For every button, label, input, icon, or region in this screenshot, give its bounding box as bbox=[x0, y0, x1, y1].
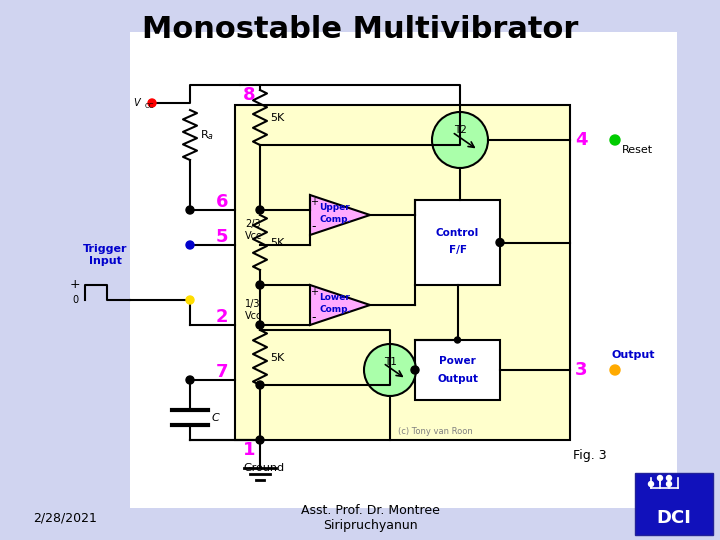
Text: Asst. Prof. Dr. Montree
Siripruchyanun: Asst. Prof. Dr. Montree Siripruchyanun bbox=[300, 504, 439, 532]
Text: 3: 3 bbox=[575, 361, 588, 379]
Bar bbox=[415, 200, 500, 285]
Text: 1: 1 bbox=[243, 441, 256, 459]
Text: 8: 8 bbox=[243, 86, 256, 104]
Circle shape bbox=[657, 476, 662, 481]
Text: Reset: Reset bbox=[622, 145, 653, 155]
Circle shape bbox=[256, 281, 264, 289]
Text: DCI: DCI bbox=[657, 509, 691, 527]
Text: T2: T2 bbox=[454, 125, 467, 135]
Text: 5K: 5K bbox=[270, 113, 284, 123]
Circle shape bbox=[186, 206, 194, 214]
Polygon shape bbox=[310, 195, 370, 235]
Text: Lower: Lower bbox=[320, 294, 351, 302]
Text: 4: 4 bbox=[575, 131, 588, 149]
Text: 6: 6 bbox=[215, 193, 228, 211]
Circle shape bbox=[496, 239, 504, 246]
Bar bbox=[235, 105, 570, 440]
Text: Comp.: Comp. bbox=[319, 306, 351, 314]
Text: Upper: Upper bbox=[320, 204, 351, 213]
Text: R$_a$: R$_a$ bbox=[200, 128, 214, 142]
Text: Trigger
Input: Trigger Input bbox=[83, 244, 127, 266]
Text: Power: Power bbox=[439, 356, 476, 366]
Text: V: V bbox=[133, 98, 140, 108]
Text: 2/3
Vcc: 2/3 Vcc bbox=[245, 219, 262, 241]
Circle shape bbox=[411, 366, 419, 374]
Circle shape bbox=[256, 436, 264, 444]
Circle shape bbox=[364, 344, 416, 396]
Circle shape bbox=[186, 296, 194, 304]
Text: C: C bbox=[212, 413, 220, 423]
Circle shape bbox=[186, 241, 194, 249]
Text: Fig. 3: Fig. 3 bbox=[573, 449, 607, 462]
Text: +: + bbox=[310, 197, 318, 207]
Circle shape bbox=[256, 206, 264, 214]
Text: Output: Output bbox=[437, 374, 478, 384]
Circle shape bbox=[256, 381, 264, 389]
Text: Monostable Multivibrator: Monostable Multivibrator bbox=[142, 16, 578, 44]
Text: CC: CC bbox=[145, 103, 155, 109]
Bar bbox=[130, 32, 677, 508]
Text: Comp.: Comp. bbox=[319, 215, 351, 225]
Text: -: - bbox=[312, 312, 316, 325]
Text: 7: 7 bbox=[215, 363, 228, 381]
Circle shape bbox=[148, 99, 156, 107]
Circle shape bbox=[186, 376, 194, 384]
Text: 5: 5 bbox=[215, 228, 228, 246]
Text: 2: 2 bbox=[215, 308, 228, 326]
Circle shape bbox=[610, 365, 620, 375]
Bar bbox=[415, 340, 500, 400]
Circle shape bbox=[256, 321, 264, 329]
Text: T1: T1 bbox=[384, 357, 397, 367]
Text: 5K: 5K bbox=[270, 353, 284, 363]
Circle shape bbox=[432, 112, 488, 168]
Text: F/F: F/F bbox=[449, 246, 467, 255]
Text: Control: Control bbox=[436, 227, 479, 238]
Text: 1/3
Vcc: 1/3 Vcc bbox=[245, 299, 262, 321]
Text: Ground: Ground bbox=[243, 463, 284, 473]
Text: -: - bbox=[312, 220, 316, 233]
Text: Output: Output bbox=[612, 350, 655, 360]
Bar bbox=[635, 473, 713, 535]
Text: 5K: 5K bbox=[270, 238, 284, 248]
Text: +: + bbox=[310, 287, 318, 297]
Circle shape bbox=[454, 337, 461, 343]
Circle shape bbox=[649, 482, 654, 487]
Circle shape bbox=[667, 476, 672, 481]
Text: +: + bbox=[70, 279, 81, 292]
Circle shape bbox=[610, 135, 620, 145]
Text: 0: 0 bbox=[72, 295, 78, 305]
Polygon shape bbox=[310, 285, 370, 325]
Circle shape bbox=[667, 482, 672, 487]
Text: (c) Tony van Roon: (c) Tony van Roon bbox=[397, 428, 472, 436]
Text: 2/28/2021: 2/28/2021 bbox=[33, 511, 97, 524]
